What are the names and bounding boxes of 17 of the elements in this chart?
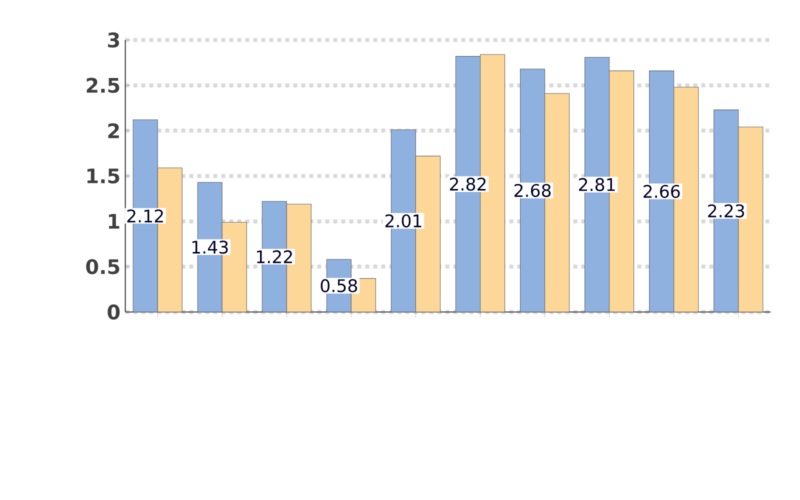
- y-tick-label: 1.5: [87, 168, 120, 184]
- data-label: 2.68: [514, 184, 551, 198]
- data-label: 2.81: [579, 178, 615, 192]
- data-label: 2.12: [127, 209, 163, 222]
- data-label: 2.01: [385, 214, 422, 228]
- y-tick-label: 2: [108, 123, 119, 138]
- y-tick-label: 1: [108, 214, 120, 229]
- data-label: 1.22: [257, 250, 292, 264]
- y-tick-label: 2.5: [86, 78, 120, 93]
- data-label: 1.43: [192, 240, 228, 254]
- data-label: 2.66: [644, 184, 680, 198]
- y-tick-label: 0.5: [86, 259, 120, 274]
- data-label: 0.58: [320, 279, 358, 292]
- data-label: 2.23: [708, 204, 744, 218]
- data-label: 2.82: [450, 178, 486, 191]
- y-tick-label: 3: [108, 32, 120, 48]
- y-tick-label: 0: [108, 304, 120, 320]
